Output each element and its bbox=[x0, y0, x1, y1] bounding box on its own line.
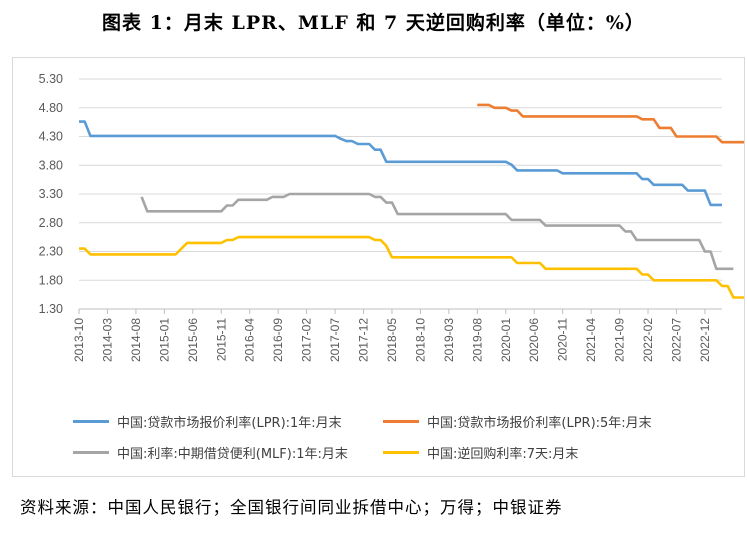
x-tick-label: 2016-09 bbox=[271, 318, 285, 362]
series-lpr-1y-line bbox=[79, 120, 722, 207]
x-tick-label: 2022-02 bbox=[641, 318, 655, 362]
y-tick-label: 1.30 bbox=[39, 302, 63, 316]
y-tick-label: 3.80 bbox=[39, 158, 63, 172]
legend-swatch-lpr-5y bbox=[383, 420, 419, 423]
x-tick-label: 2020-06 bbox=[527, 318, 541, 362]
legend-label-lpr-5y: 中国:贷款市场报价利率(LPR):5年:月末 bbox=[427, 416, 652, 431]
x-tick-label: 2021-04 bbox=[584, 318, 598, 362]
legend-swatch-reverse-repo bbox=[383, 451, 419, 454]
x-tick-label: 2017-02 bbox=[300, 318, 314, 362]
x-tick-label: 2013-10 bbox=[72, 318, 86, 362]
y-tick-label: 4.80 bbox=[39, 101, 63, 115]
x-tick-label: 2016-04 bbox=[243, 318, 257, 362]
series-mlf-line bbox=[140, 192, 734, 271]
chart-title: 图表 1：月末 LPR、MLF 和 7 天逆回购利率（单位：%） bbox=[102, 12, 645, 34]
x-tick-label: 2014-03 bbox=[100, 318, 114, 362]
y-tick-label: 2.30 bbox=[39, 245, 63, 259]
x-tick-label: 2014-08 bbox=[129, 318, 143, 362]
y-tick-label: 3.30 bbox=[39, 187, 63, 201]
x-tick-label: 2019-03 bbox=[442, 318, 456, 362]
x-tick-label: 2019-08 bbox=[470, 318, 484, 362]
source-note: 资料来源：中国人民银行；全国银行间同业拆借中心；万得；中银证券 bbox=[20, 498, 563, 517]
x-tick-label: 2015-01 bbox=[157, 318, 171, 362]
legend-label-reverse-repo: 中国:逆回购利率:7天:月末 bbox=[427, 447, 579, 462]
chart-frame: 5.30 4.80 4.30 3.80 3.30 2.80 2.30 1.80 1.30 2013… bbox=[12, 57, 745, 477]
x-tick-label: 2015-06 bbox=[186, 318, 200, 362]
x-tick-label: 2015-11 bbox=[214, 318, 228, 361]
x-tick-label: 2021-09 bbox=[613, 318, 627, 362]
x-tick-label: 2018-05 bbox=[385, 318, 399, 362]
legend-swatch-lpr-1y bbox=[73, 420, 109, 423]
x-tick-label: 2020-11 bbox=[556, 318, 570, 361]
y-tick-label: 5.30 bbox=[39, 72, 63, 86]
x-tick-label: 2018-10 bbox=[413, 318, 427, 362]
series-reverse-repo-line bbox=[79, 235, 744, 299]
legend-swatch-mlf bbox=[73, 451, 109, 454]
x-tick-label: 2020-01 bbox=[499, 318, 513, 362]
x-tick-label: 2022-07 bbox=[669, 318, 683, 362]
x-tick-label: 2017-12 bbox=[357, 318, 371, 362]
legend-label-mlf: 中国:利率:中期借贷便利(MLF):1年:月末 bbox=[117, 447, 348, 462]
y-tick-label: 2.80 bbox=[39, 216, 63, 230]
legend-label-lpr-1y: 中国:贷款市场报价利率(LPR):1年:月末 bbox=[117, 416, 342, 431]
y-tick-label: 4.30 bbox=[39, 130, 63, 144]
x-tick-label: 2022-12 bbox=[698, 318, 712, 362]
series-lpr-5y-line bbox=[477, 103, 744, 144]
x-tick-label: 2017-07 bbox=[328, 318, 342, 362]
y-tick-label: 1.80 bbox=[39, 273, 63, 287]
line-chart: 5.30 4.80 4.30 3.80 3.30 2.80 2.30 1.80 1.30 2013… bbox=[39, 72, 744, 362]
